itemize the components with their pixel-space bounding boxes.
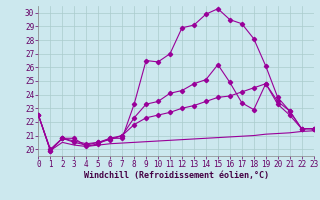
X-axis label: Windchill (Refroidissement éolien,°C): Windchill (Refroidissement éolien,°C) (84, 171, 268, 180)
